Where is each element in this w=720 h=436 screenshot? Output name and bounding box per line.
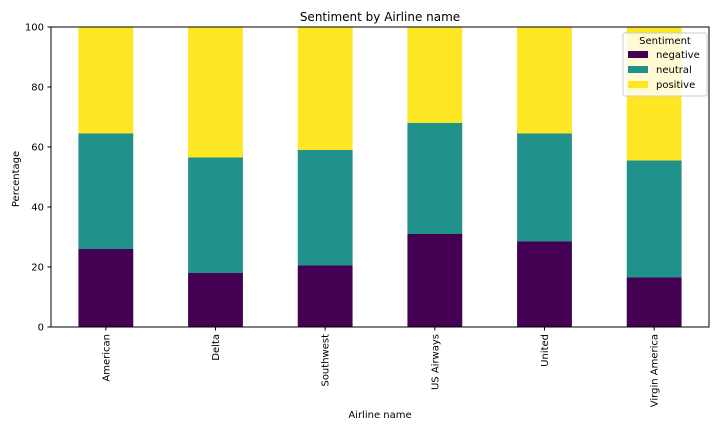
y-axis-label: Percentage (11, 151, 22, 207)
y-tick-label: 40 (31, 203, 44, 214)
plot-frame (50, 26, 710, 328)
legend-label-positive: positive (656, 80, 695, 91)
legend-title: Sentiment (639, 36, 691, 47)
y-tick-label: 100 (25, 23, 44, 34)
bar-positive-american (78, 27, 134, 134)
bar-neutral-united (517, 133, 572, 242)
legend: Sentiment negative neutral positive (622, 32, 708, 97)
bar-positive-southwest (297, 27, 353, 150)
bar-negative-us-airways (407, 234, 463, 327)
axes-group: 0 20 40 60 80 100 American Delta Southwest US Air… (25, 23, 710, 407)
x-tick-label: United (540, 334, 551, 367)
bar-negative-virgin-america (626, 277, 682, 327)
chart-title: Sentiment by Airline name (300, 10, 460, 24)
bar-positive-united (517, 27, 572, 134)
bar-positive-delta (188, 27, 243, 158)
x-axis-label: Airline name (348, 410, 411, 421)
x-tick-label: US Airways (430, 334, 441, 390)
x-tick-label: American (101, 334, 112, 382)
y-tick-label: 60 (31, 143, 44, 154)
y-tick-label: 80 (31, 83, 44, 94)
legend-swatch-neutral (628, 66, 648, 73)
bar-neutral-virgin-america (626, 160, 682, 278)
x-tick-label: Delta (211, 334, 222, 361)
legend-frame (622, 32, 708, 97)
bar-neutral-southwest (297, 150, 353, 266)
y-tick-label: 20 (31, 263, 44, 274)
x-tick-label: Virgin America (650, 334, 661, 407)
legend-swatch-positive (628, 81, 648, 88)
bar-negative-delta (188, 273, 243, 327)
legend-label-neutral: neutral (656, 65, 692, 76)
legend-swatch-negative (628, 51, 648, 58)
bar-neutral-delta (188, 157, 243, 273)
x-tick-label: Southwest (321, 334, 332, 387)
legend-label-negative: negative (656, 50, 700, 61)
bar-neutral-us-airways (407, 123, 463, 234)
y-tick-label: 0 (38, 323, 44, 334)
bar-positive-us-airways (407, 27, 463, 123)
bar-neutral-american (78, 133, 134, 249)
bar-negative-american (78, 249, 134, 327)
bar-negative-united (517, 241, 572, 327)
bars-group (78, 27, 682, 327)
bar-negative-southwest (297, 265, 353, 327)
